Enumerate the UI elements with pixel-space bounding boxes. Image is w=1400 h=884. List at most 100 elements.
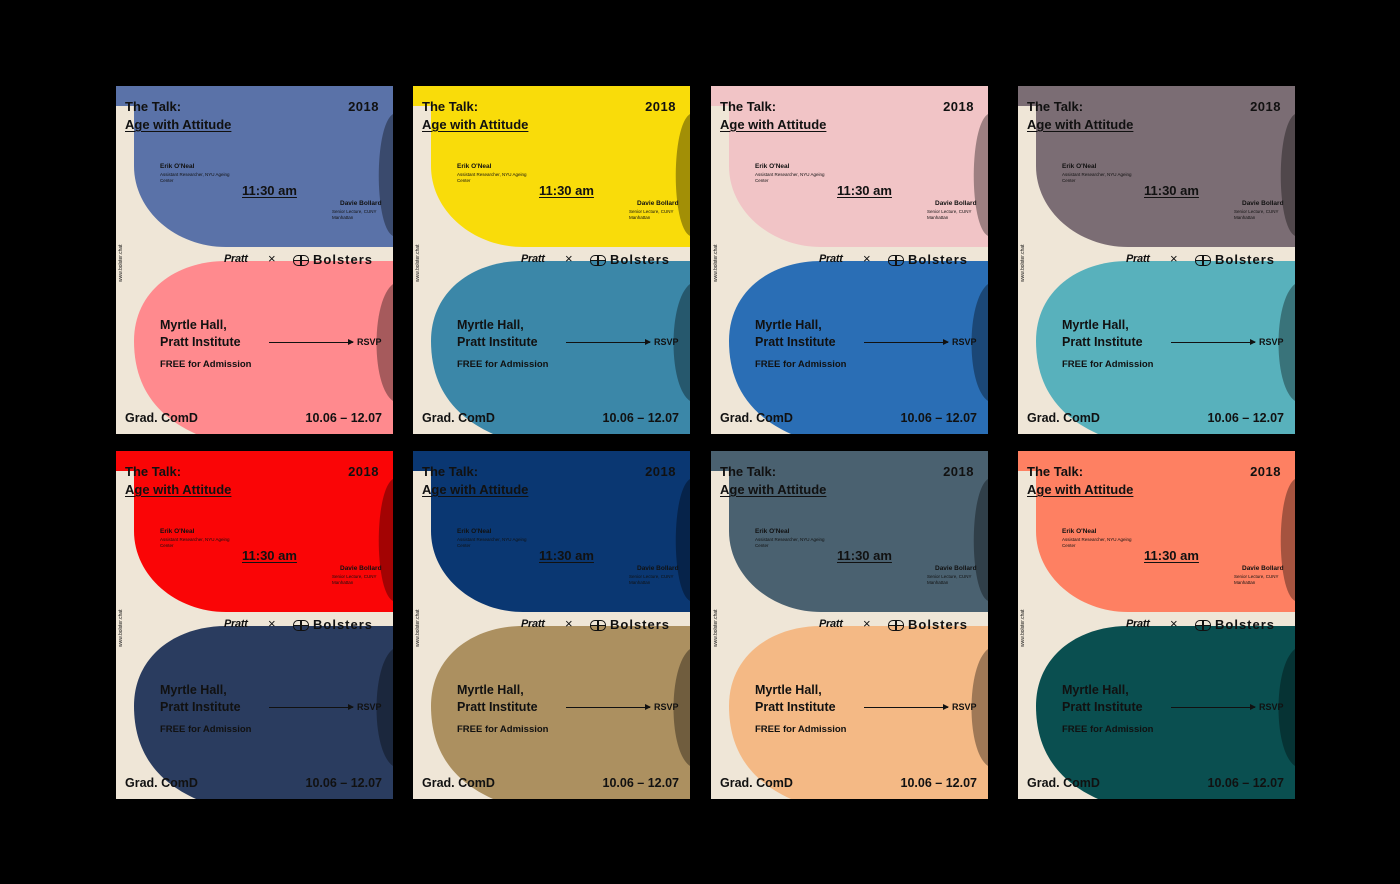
talk-subtitle: Age with Attitude [720,482,827,497]
pratt-logo: Pratt [1126,618,1150,630]
event-time: 11:30 am [242,548,297,563]
venue: Myrtle Hall, Pratt Institute [755,682,836,716]
bottom-color-lobe [673,649,690,766]
venue-line1: Myrtle Hall, [1062,318,1129,332]
bottom-color-lobe [376,284,393,401]
arrow-icon [566,339,651,345]
collab-separator: × [268,616,276,631]
venue-line2: Pratt Institute [457,700,538,714]
pratt-logo: Pratt [521,253,545,265]
bottom-color-lobe [1278,284,1295,401]
pratt-logo: Pratt [224,253,248,265]
venue-line2: Pratt Institute [1062,335,1143,349]
talk-subtitle: Age with Attitude [125,482,232,497]
collab-separator: × [1170,251,1178,266]
speaker1-name: Erik O'Neal [1062,528,1097,535]
speaker2-role: Senior Lecture, CUNY Manhattan [927,209,972,220]
collab-separator: × [863,251,871,266]
bolsters-logo-icon [590,620,606,631]
talk-subtitle: Age with Attitude [422,117,529,132]
top-color-shape [413,86,690,247]
venue-line2: Pratt Institute [755,335,836,349]
speaker2-role: Senior Lecture, CUNY Manhattan [629,574,674,585]
top-color-shape [711,86,988,247]
year-label: 2018 [348,99,379,114]
venue-line1: Myrtle Hall, [1062,683,1129,697]
bottom-color-shape [729,261,988,434]
bolsters-logo-icon [888,255,904,266]
event-time: 11:30 am [242,183,297,198]
bottom-color-shape [1036,261,1295,434]
poster-shapes [413,451,690,799]
talk-title: The Talk: [1027,99,1084,114]
poster-shapes [413,86,690,434]
event-time: 11:30 am [837,548,892,563]
arrow-icon [864,704,949,710]
venue-line1: Myrtle Hall, [457,683,524,697]
speaker1-role: Assistant Researcher, NYU Ageing Center [160,537,230,548]
bolsters-logo-text: Bolsters [610,252,671,267]
date-range: 10.06 – 12.07 [602,776,679,790]
top-color-shape [116,86,393,247]
bolsters-logo-text: Bolsters [1215,617,1276,632]
collab-separator: × [268,251,276,266]
arrow-icon [1171,339,1256,345]
admission-label: FREE for Admission [755,724,847,735]
website-url: www.bolster.chat [713,244,719,282]
event-time: 11:30 am [1144,183,1199,198]
rsvp-label: RSVP [654,337,679,347]
poster-shapes [116,451,393,799]
rsvp-label: RSVP [952,702,977,712]
rsvp-label: RSVP [952,337,977,347]
speaker2-name: Davie Bollard [1242,565,1284,572]
date-range: 10.06 – 12.07 [1207,776,1284,790]
speaker1-role: Assistant Researcher, NYU Ageing Center [755,537,825,548]
bottom-color-shape [729,626,988,799]
speaker1-role: Assistant Researcher, NYU Ageing Center [1062,537,1132,548]
talk-subtitle: Age with Attitude [422,482,529,497]
bolsters-logo-text: Bolsters [908,252,969,267]
year-label: 2018 [645,99,676,114]
speaker2-name: Davie Bollard [935,565,977,572]
poster-shapes [711,86,988,434]
arrow-icon [269,339,354,345]
speaker2-role: Senior Lecture, CUNY Manhattan [332,209,377,220]
speaker1-name: Erik O'Neal [755,528,790,535]
collab-separator: × [565,251,573,266]
department-label: Grad. ComD [720,776,793,790]
top-color-lobe [973,479,988,601]
talk-title: The Talk: [422,99,479,114]
admission-label: FREE for Admission [1062,359,1154,370]
event-poster-2: The Talk: Age with Attitude 2018 Erik O'… [413,86,690,434]
date-range: 10.06 – 12.07 [900,411,977,425]
venue: Myrtle Hall, Pratt Institute [160,682,241,716]
speaker1-role: Assistant Researcher, NYU Ageing Center [160,172,230,183]
top-color-lobe [675,479,690,601]
event-poster-8: The Talk: Age with Attitude 2018 Erik O'… [1018,451,1295,799]
top-color-shape [116,451,393,612]
bottom-color-shape [431,261,690,434]
arrow-icon [566,704,651,710]
talk-title: The Talk: [720,464,777,479]
date-range: 10.06 – 12.07 [602,411,679,425]
date-range: 10.06 – 12.07 [1207,411,1284,425]
date-range: 10.06 – 12.07 [305,776,382,790]
bolsters-logo-icon [293,620,309,631]
speaker2-name: Davie Bollard [637,200,679,207]
speaker1-role: Assistant Researcher, NYU Ageing Center [457,172,527,183]
website-url: www.bolster.chat [713,609,719,647]
admission-label: FREE for Admission [457,724,549,735]
top-color-lobe [1280,479,1295,601]
venue-line2: Pratt Institute [457,335,538,349]
speaker2-name: Davie Bollard [637,565,679,572]
speaker1-name: Erik O'Neal [457,528,492,535]
speaker2-name: Davie Bollard [935,200,977,207]
bolsters-logo-text: Bolsters [313,617,374,632]
poster-shapes [1018,86,1295,434]
event-poster-3: The Talk: Age with Attitude 2018 Erik O'… [711,86,988,434]
venue-line1: Myrtle Hall, [755,683,822,697]
website-url: www.bolster.chat [415,244,421,282]
event-poster-1: The Talk: Age with Attitude 2018 Erik O'… [116,86,393,434]
top-color-shape [1018,451,1295,612]
talk-subtitle: Age with Attitude [1027,482,1134,497]
